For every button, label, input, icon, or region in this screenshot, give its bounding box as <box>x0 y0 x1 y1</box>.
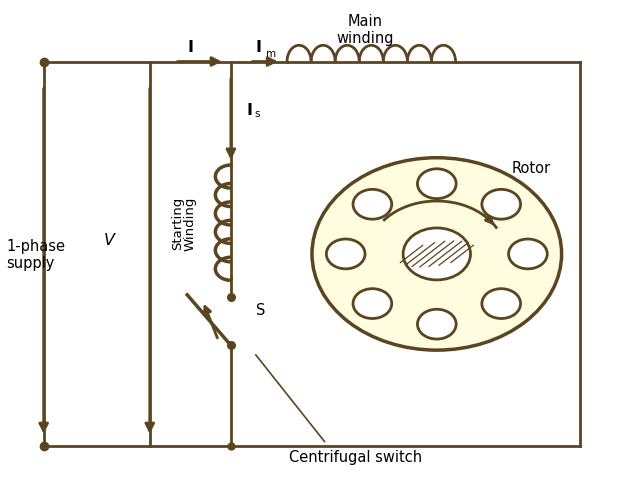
Text: 1-phase
supply: 1-phase supply <box>6 238 66 271</box>
Text: winding: winding <box>336 31 394 46</box>
Circle shape <box>509 240 547 269</box>
Circle shape <box>417 169 456 199</box>
Circle shape <box>353 190 392 220</box>
Circle shape <box>482 190 520 220</box>
Text: I: I <box>256 40 262 55</box>
Text: S: S <box>256 302 265 317</box>
Text: Centrifugal switch: Centrifugal switch <box>289 449 422 464</box>
Circle shape <box>403 228 470 280</box>
Text: I: I <box>246 103 253 118</box>
Circle shape <box>326 240 365 269</box>
Text: Winding: Winding <box>184 196 197 251</box>
Text: m: m <box>266 48 276 59</box>
Text: I: I <box>187 40 193 55</box>
Circle shape <box>482 289 520 319</box>
Circle shape <box>312 158 562 350</box>
Text: Starting: Starting <box>172 197 184 250</box>
Circle shape <box>417 310 456 339</box>
Text: Rotor: Rotor <box>512 160 551 176</box>
Text: Main: Main <box>348 14 383 29</box>
Circle shape <box>353 289 392 319</box>
Text: V: V <box>104 232 115 248</box>
Text: s: s <box>255 109 260 119</box>
